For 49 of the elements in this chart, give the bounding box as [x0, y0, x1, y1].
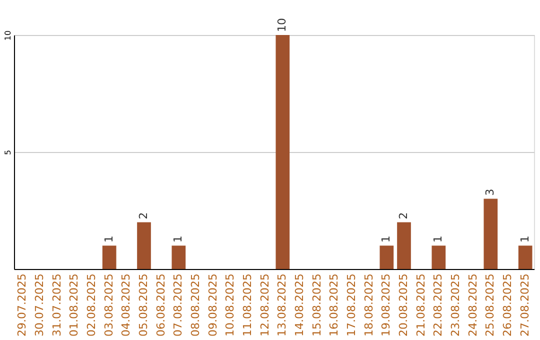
- x-tick-label: 19.08.2025: [380, 274, 393, 336]
- x-tick-label: 18.08.2025: [362, 274, 376, 336]
- x-tick-label: 07.08.2025: [172, 274, 185, 336]
- x-tick-label: 13.08.2025: [276, 274, 289, 336]
- x-tick-label: 01.08.2025: [68, 274, 81, 336]
- x-tick-label: 11.08.2025: [241, 274, 254, 336]
- bar: [397, 222, 411, 269]
- x-tick-label: 24.08.2025: [466, 274, 480, 336]
- bar: [432, 246, 446, 269]
- x-tick-label: 14.08.2025: [293, 274, 306, 336]
- x-tick-label: 05.08.2025: [137, 274, 150, 336]
- x-tick-label: 08.08.2025: [189, 274, 202, 336]
- data-label: 1: [518, 236, 532, 243]
- y-tick-label: 5: [4, 150, 12, 156]
- x-tick-label: 10.08.2025: [224, 274, 237, 336]
- data-label: 10: [276, 18, 289, 32]
- x-tick-label: 27.08.2025: [518, 274, 532, 336]
- x-tick-label: 03.08.2025: [102, 274, 116, 336]
- data-label: 1: [102, 236, 116, 243]
- x-tick-label: 02.08.2025: [85, 274, 98, 336]
- bar: [518, 246, 532, 269]
- x-tick-label: 21.08.2025: [414, 274, 428, 336]
- data-label: 3: [484, 188, 497, 196]
- x-tick-label: 30.07.2025: [33, 274, 46, 336]
- x-tick-label: 29.07.2025: [16, 274, 29, 336]
- bar: [380, 246, 394, 269]
- x-tick-label: 20.08.2025: [397, 274, 410, 336]
- bar: [137, 222, 151, 269]
- x-tick-label: 22.08.2025: [432, 274, 445, 336]
- data-label: 1: [380, 236, 393, 243]
- data-label: 1: [432, 236, 445, 243]
- x-tick-label: 31.07.2025: [50, 274, 64, 336]
- x-tick-label: 16.08.2025: [328, 274, 341, 336]
- data-label: 1: [172, 236, 185, 243]
- data-label: 2: [137, 212, 150, 220]
- x-tick-label: 15.08.2025: [310, 274, 324, 336]
- x-tick-label: 12.08.2025: [258, 274, 272, 336]
- x-tick-label: 04.08.2025: [120, 274, 133, 336]
- data-label: 2: [397, 212, 410, 220]
- x-tick-label: 17.08.2025: [345, 274, 358, 336]
- bar: [484, 198, 498, 269]
- bar: [102, 246, 116, 269]
- bar: [276, 35, 290, 269]
- x-tick-label: 09.08.2025: [206, 274, 220, 336]
- bar: [172, 246, 186, 269]
- x-tick-label: 25.08.2025: [484, 274, 497, 336]
- x-tick-label: 06.08.2025: [154, 274, 168, 336]
- x-tick-label: 23.08.2025: [449, 274, 462, 336]
- x-tick-label: 26.08.2025: [501, 274, 514, 336]
